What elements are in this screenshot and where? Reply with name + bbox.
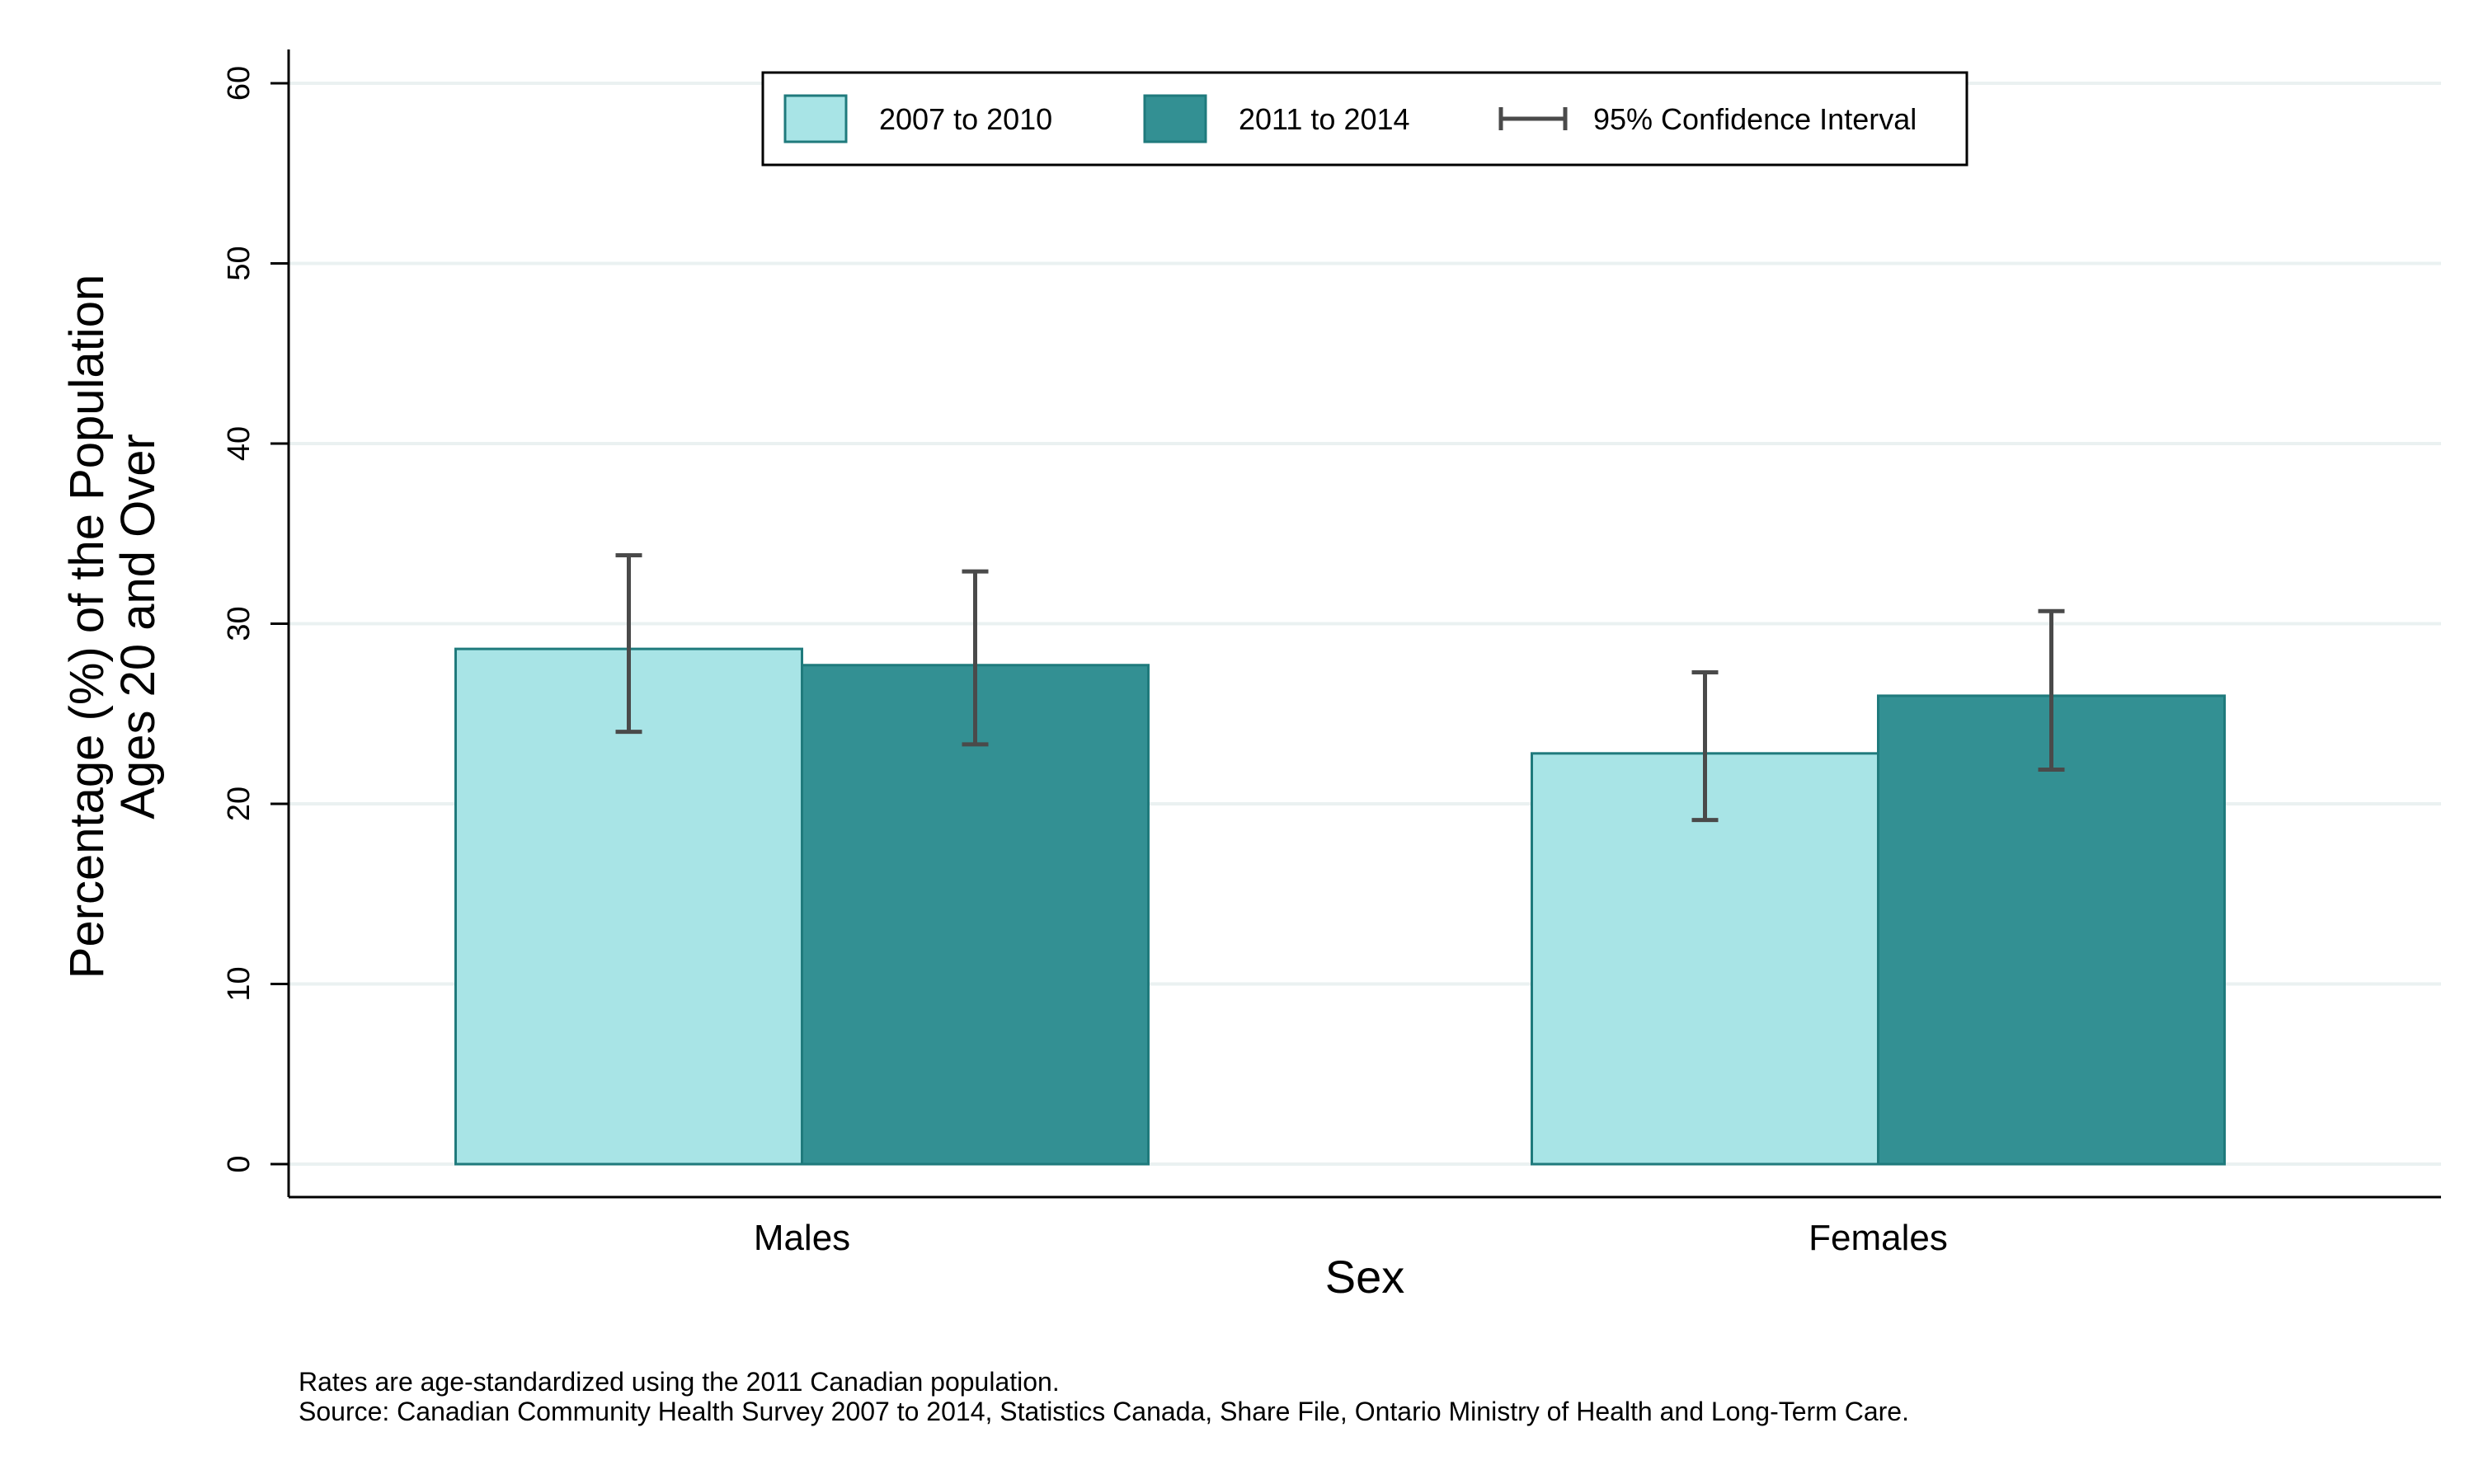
bar-males-s0 bbox=[454, 647, 803, 1166]
y-axis-title: Percentage (%) of the Population Ages 20… bbox=[60, 275, 165, 979]
x-tick-label-females: Females bbox=[1808, 1218, 1948, 1258]
y-ticks: 0 10 20 30 40 50 60 bbox=[222, 66, 289, 1173]
y-axis-title-line1: Percentage (%) of the Population bbox=[60, 275, 114, 979]
bar-females-s1 bbox=[1877, 694, 2226, 1166]
y-tick-label-20: 20 bbox=[222, 787, 256, 821]
legend-label-2011-2014: 2011 to 2014 bbox=[1239, 102, 1410, 136]
y-tick-label-10: 10 bbox=[222, 966, 256, 1001]
legend: 2007 to 2010 2011 to 2014 95% Confidence… bbox=[761, 71, 1968, 167]
y-tick-label-60: 60 bbox=[222, 66, 256, 101]
y-tick-label-40: 40 bbox=[222, 426, 256, 461]
bar-males-s1 bbox=[801, 664, 1150, 1166]
x-ticks: Males Females bbox=[754, 1218, 1948, 1258]
bars bbox=[454, 647, 2226, 1166]
x-tick-label-males: Males bbox=[754, 1218, 850, 1258]
y-tick-label-50: 50 bbox=[222, 246, 256, 280]
legend-ci-symbol bbox=[1498, 107, 1568, 130]
legend-label-ci: 95% Confidence Interval bbox=[1593, 102, 1917, 136]
legend-swatch-2011-2014 bbox=[1143, 94, 1207, 143]
legend-swatch-2007-2010 bbox=[783, 94, 848, 143]
footnote-standardization: Rates are age-standardized using the 201… bbox=[299, 1367, 1060, 1397]
y-tick-label-0: 0 bbox=[222, 1155, 256, 1172]
y-axis-title-line2: Ages 20 and Over bbox=[111, 434, 165, 819]
x-axis-title: Sex bbox=[1325, 1251, 1405, 1303]
footnote-source: Source: Canadian Community Health Survey… bbox=[299, 1397, 1909, 1426]
legend-label-2007-2010: 2007 to 2010 bbox=[879, 102, 1052, 136]
y-tick-label-30: 30 bbox=[222, 606, 256, 641]
error-bars bbox=[615, 552, 2065, 823]
legend-box bbox=[761, 71, 1968, 167]
